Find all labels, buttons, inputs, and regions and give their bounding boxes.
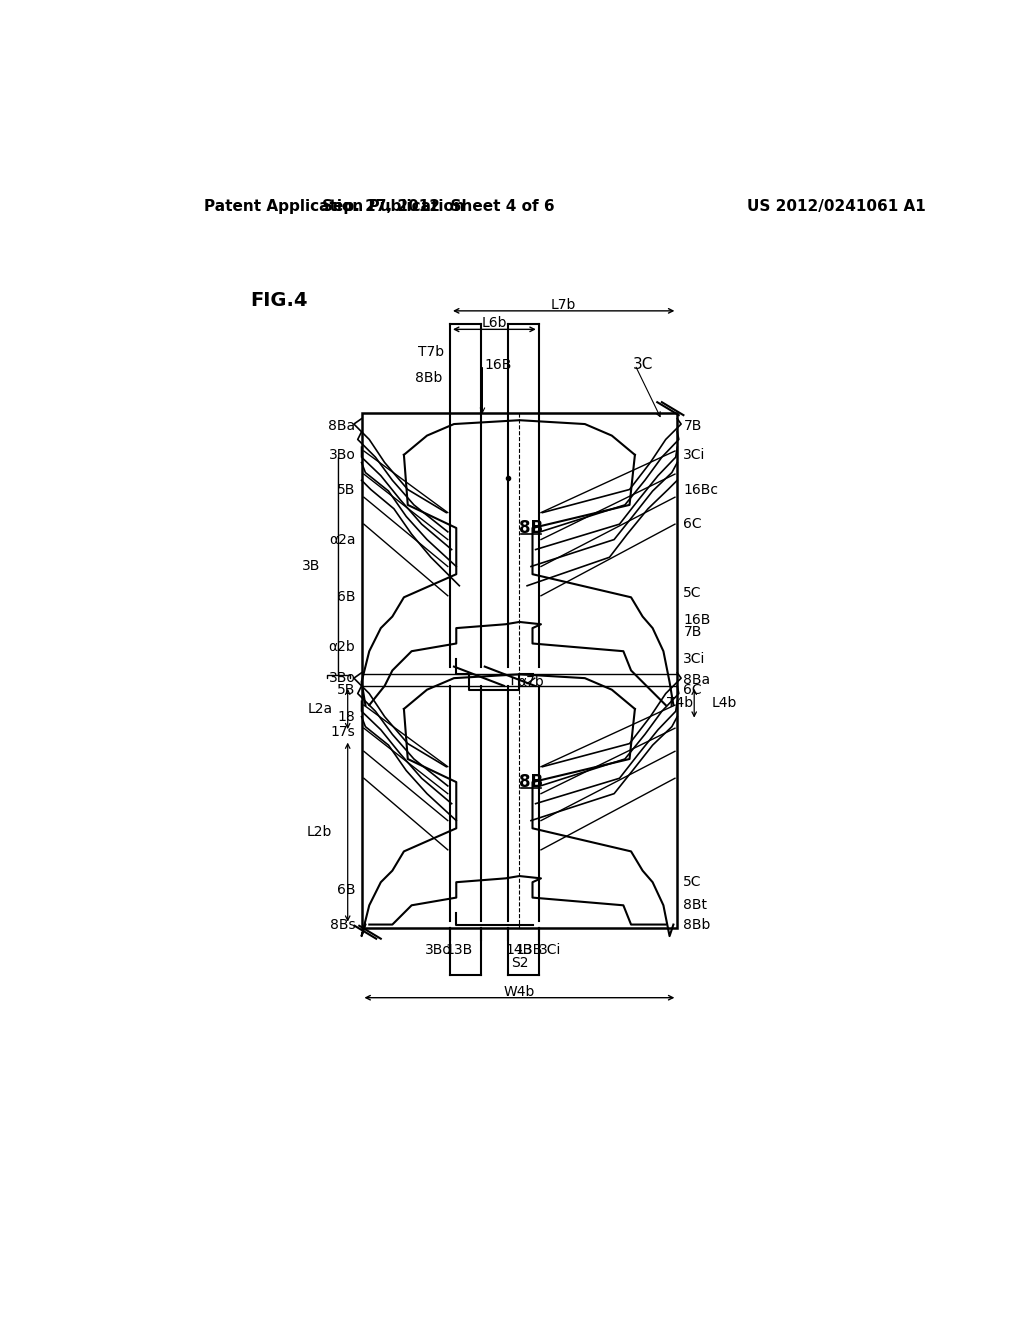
Text: L4b: L4b — [712, 696, 737, 710]
Text: 3C: 3C — [633, 358, 652, 372]
Text: 7B: 7B — [683, 624, 701, 639]
Text: L6b: L6b — [481, 317, 507, 330]
Text: 8B: 8B — [519, 519, 543, 537]
Text: 8Bb: 8Bb — [415, 371, 442, 385]
Text: α2b: α2b — [329, 640, 355, 655]
Text: 3Bo: 3Bo — [329, 447, 355, 462]
Text: W4b: W4b — [504, 985, 536, 998]
Text: 3Ci: 3Ci — [683, 652, 706, 665]
Text: 6B: 6B — [337, 883, 355, 896]
Text: 6C: 6C — [683, 517, 702, 531]
Text: 8Bt: 8Bt — [683, 899, 708, 912]
Text: α7b: α7b — [517, 675, 545, 689]
Text: 8B: 8B — [519, 774, 543, 791]
Text: 3Ci: 3Ci — [683, 447, 706, 462]
Text: L2b: L2b — [307, 825, 333, 840]
Bar — [361, 412, 677, 928]
Text: 8Bs: 8Bs — [330, 917, 355, 932]
Text: 13B: 13B — [516, 942, 543, 957]
Text: 16B: 16B — [484, 358, 512, 372]
Text: S2: S2 — [511, 956, 528, 970]
Text: T4b: T4b — [667, 696, 692, 710]
Text: 8Bb: 8Bb — [683, 917, 711, 932]
Text: Patent Application Publication: Patent Application Publication — [204, 198, 465, 214]
Text: 3B: 3B — [302, 560, 321, 573]
Text: L7b: L7b — [551, 298, 575, 312]
Text: 5B: 5B — [337, 483, 355, 496]
Text: 7B: 7B — [683, 420, 701, 433]
Text: T7b: T7b — [418, 346, 444, 359]
Text: FIG.4: FIG.4 — [250, 292, 307, 310]
Text: 3Bo: 3Bo — [425, 942, 452, 957]
Text: α2a: α2a — [329, 532, 355, 546]
Text: 8Ba: 8Ba — [329, 420, 355, 433]
Text: 14B: 14B — [506, 942, 534, 957]
Text: 8Ba: 8Ba — [683, 673, 711, 688]
Text: Sep. 27, 2012  Sheet 4 of 6: Sep. 27, 2012 Sheet 4 of 6 — [323, 198, 555, 214]
Text: 5B: 5B — [337, 682, 355, 697]
Text: 3Bo: 3Bo — [329, 671, 355, 685]
Text: 16Bc: 16Bc — [683, 483, 719, 496]
Text: L2a: L2a — [307, 702, 333, 715]
Text: 6C: 6C — [683, 682, 702, 697]
Text: 3Ci: 3Ci — [539, 942, 561, 957]
Text: 5C: 5C — [683, 875, 701, 890]
Text: 16B: 16B — [683, 614, 711, 627]
Text: 17s: 17s — [331, 725, 355, 739]
Text: 18: 18 — [338, 710, 355, 723]
Text: US 2012/0241061 A1: US 2012/0241061 A1 — [746, 198, 926, 214]
Text: 6B: 6B — [337, 590, 355, 605]
Text: 5C: 5C — [683, 586, 701, 601]
Text: 13B: 13B — [445, 942, 473, 957]
